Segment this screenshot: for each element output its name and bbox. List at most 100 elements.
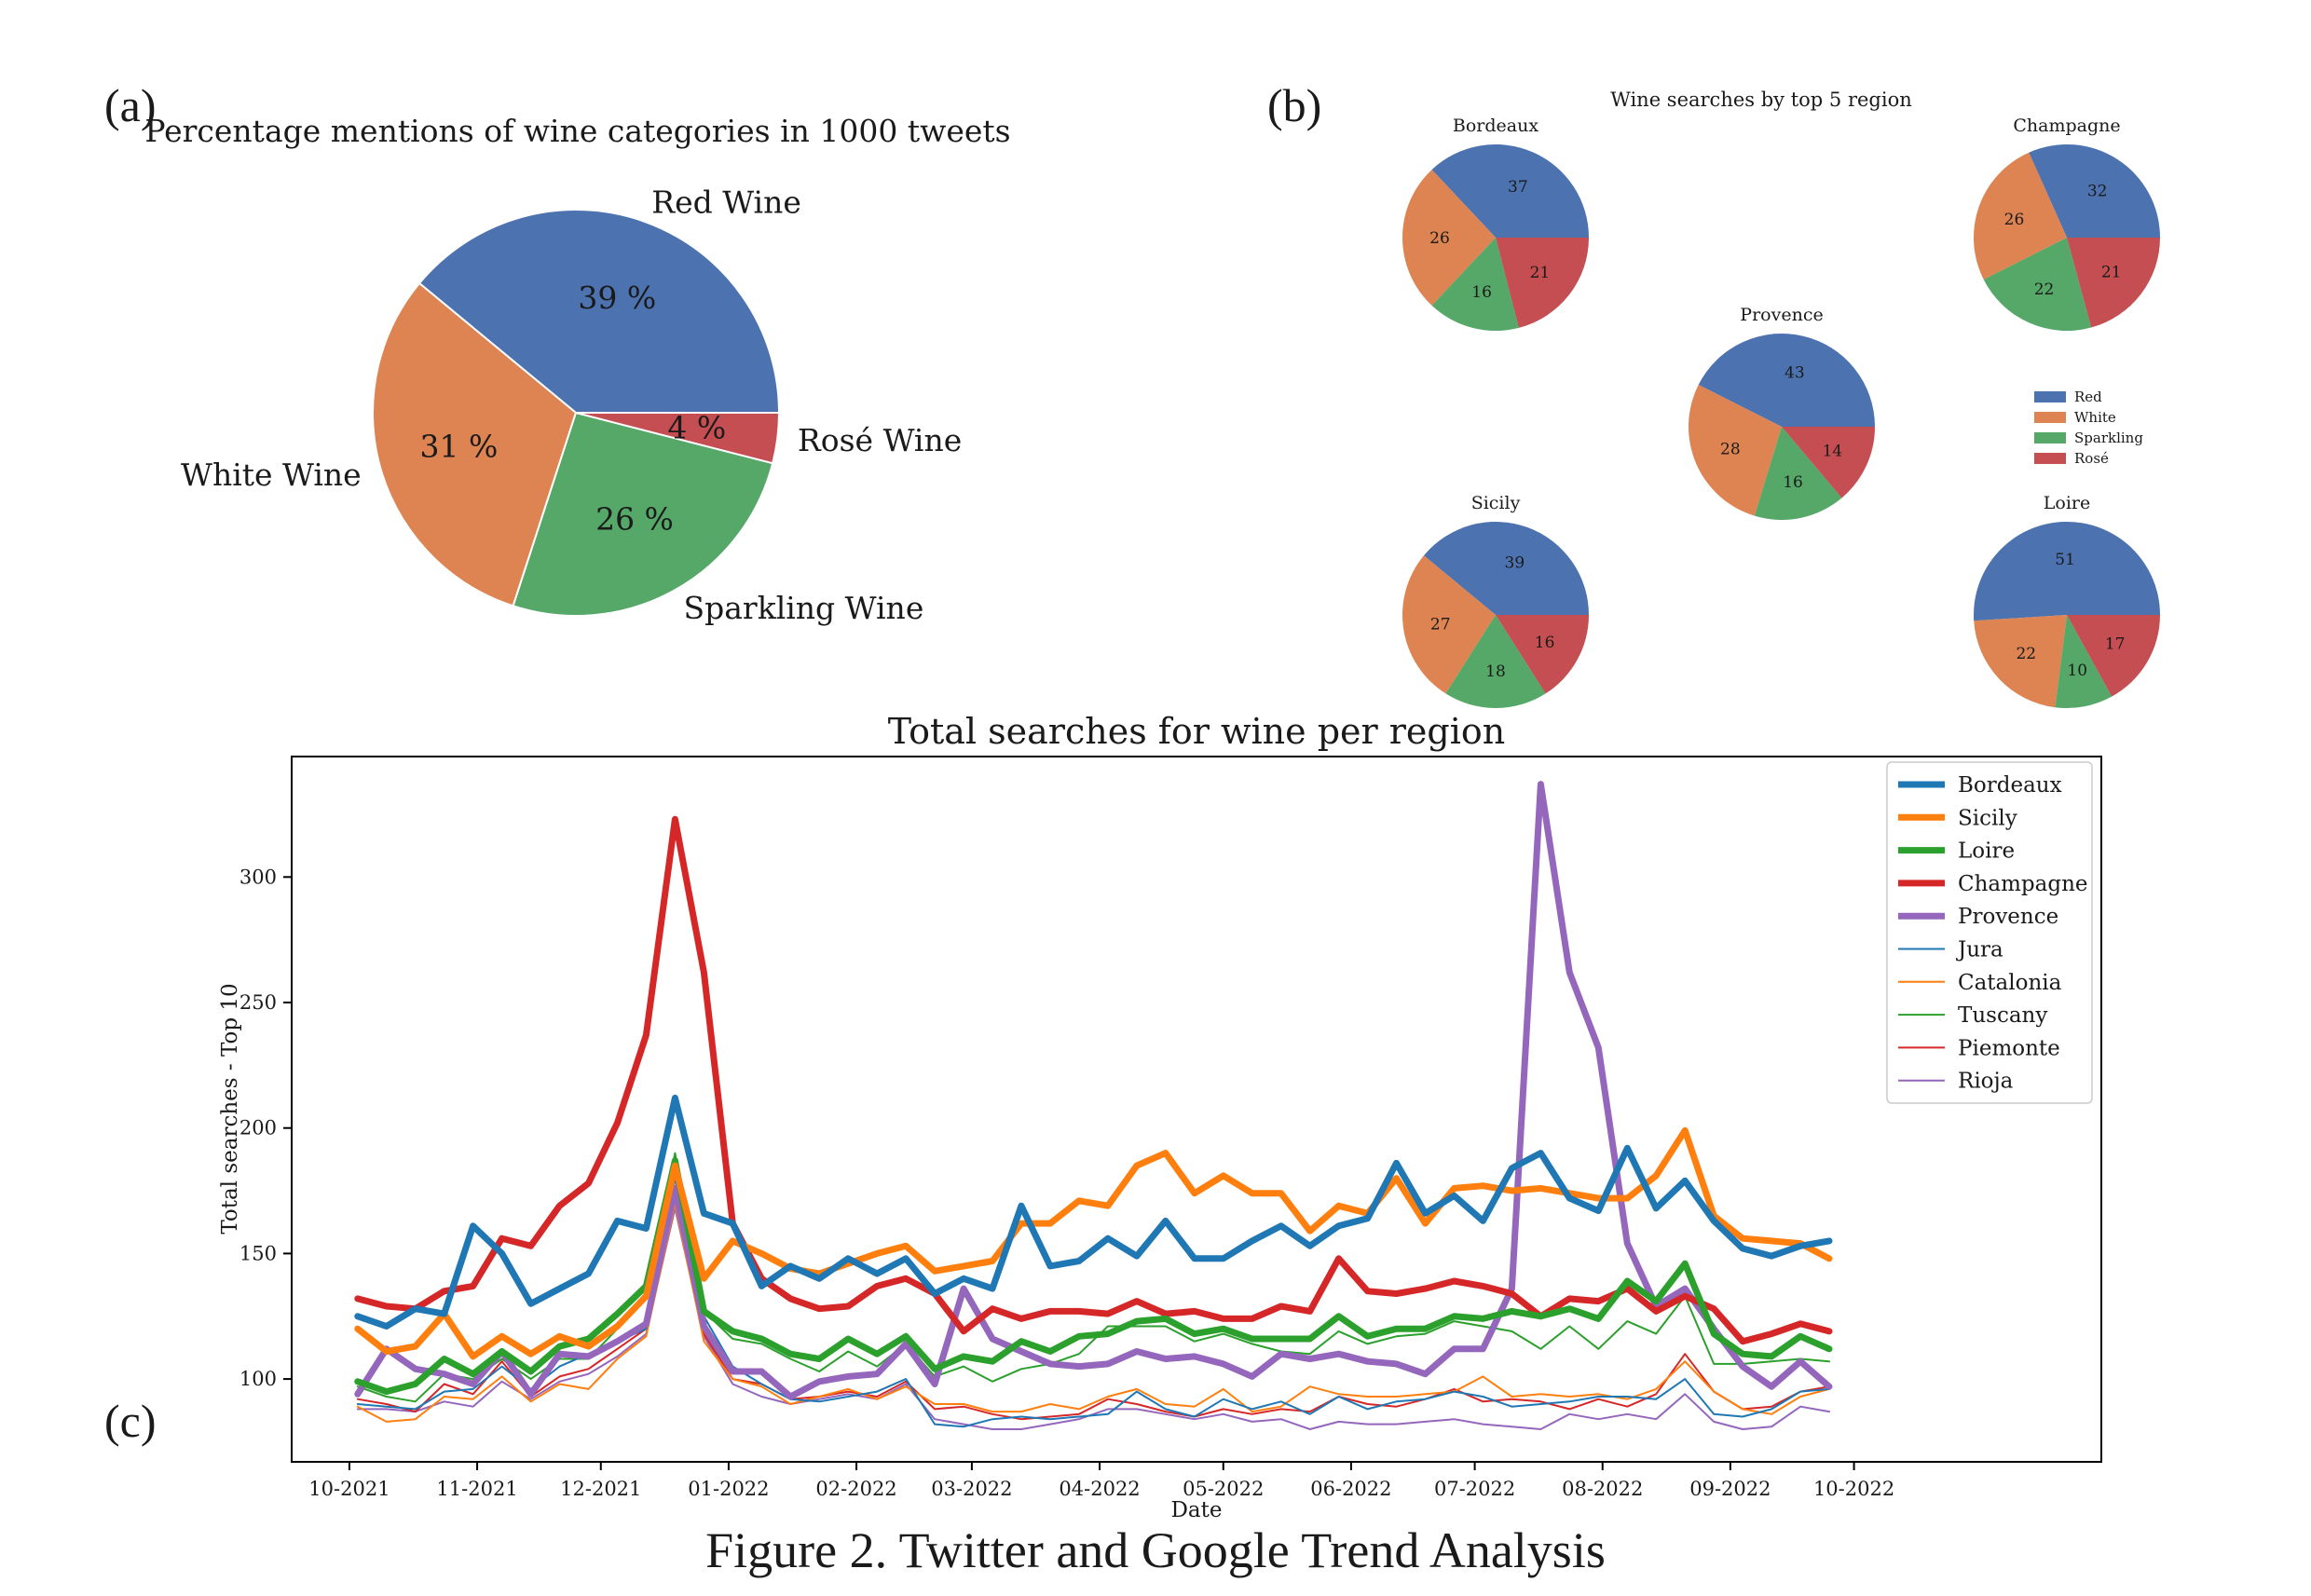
x-tick-label: 11-2021 — [436, 1478, 517, 1500]
figure-caption: Figure 2. Twitter and Google Trend Analy… — [705, 1522, 1606, 1578]
pie-b-slice — [1698, 334, 1875, 427]
pie-b-value-label: 21 — [2101, 263, 2122, 281]
pie-b-title: Provence — [1740, 305, 1823, 325]
panel-c-line-chart: Total searches for wine per region 10-20… — [218, 711, 2102, 1522]
series-line-rioja — [356, 1207, 1830, 1430]
pie-b-value-label: 16 — [1471, 283, 1492, 302]
pie-b-bordeaux: Bordeaux 37 26 16 21 — [1402, 116, 1589, 331]
y-tick-label: 300 — [239, 866, 277, 888]
series-line-catalonia — [356, 1202, 1830, 1423]
pie-b-value-label: 14 — [1823, 442, 1843, 460]
pie-a-category-label: Sparkling Wine — [684, 590, 924, 626]
pie-b-provence: Provence 43 28 16 14 — [1689, 305, 1875, 520]
pie-a-pct-label: 4 % — [667, 409, 726, 445]
legend-b-swatch — [2034, 432, 2066, 443]
pie-b-slice — [1402, 555, 1496, 694]
pie-b-value-label: 39 — [1505, 554, 1525, 573]
pie-a-category-label: Rosé Wine — [798, 422, 962, 458]
pie-b-slice — [1431, 144, 1589, 238]
y-tick-label: 150 — [239, 1242, 277, 1264]
pie-a-pct-label: 31 % — [419, 428, 498, 464]
legend-c-label: Piemonte — [1958, 1036, 2060, 1060]
legend-b-label: Red — [2074, 389, 2102, 405]
panel-c-plot-frame — [291, 756, 2102, 1463]
x-tick-label: 05-2022 — [1183, 1478, 1264, 1500]
pie-b-slice — [1754, 427, 1842, 520]
pie-b-slice — [1402, 170, 1496, 306]
pie-b-title: Sicily — [1471, 493, 1521, 513]
series-line-bordeaux — [354, 1094, 1833, 1330]
pie-b-value-label: 17 — [2105, 635, 2126, 654]
panel-b-label: (b) — [1267, 79, 1321, 131]
pie-b-title: Loire — [2044, 493, 2090, 513]
pie-a-category-label: White Wine — [181, 457, 362, 493]
x-tick-label: 02-2022 — [815, 1478, 896, 1500]
y-tick-label: 100 — [239, 1368, 277, 1390]
panel-a-slices: 39 % Red Wine 31 % White Wine 26 % Sparkling … — [181, 184, 962, 626]
pie-a-slice-2 — [512, 411, 774, 617]
pie-b-value-label: 32 — [2087, 183, 2108, 201]
pie-b-sicily: Sicily 39 27 18 16 — [1402, 493, 1589, 708]
pie-b-value-label: 16 — [1535, 634, 1555, 652]
panel-c-axes: 10-2021 11-2021 12-2021 01-2022 02-2022 03-20… — [239, 866, 1894, 1500]
panel-c-xlabel: Date — [1170, 1498, 1222, 1522]
pie-b-value-label: 37 — [1508, 178, 1528, 197]
panel-a-pie-chart: Percentage mentions of wine categories i… — [144, 113, 1010, 626]
legend-c-label: Rioja — [1958, 1070, 2014, 1094]
legend-c-label: Tuscany — [1958, 1003, 2047, 1028]
legend-c-label: Jura — [1956, 938, 2003, 962]
pie-b-value-label: 26 — [2004, 211, 2025, 229]
pie-a-slice-3 — [575, 412, 781, 465]
pie-b-slice — [1431, 238, 1519, 331]
pie-b-slice — [1445, 615, 1546, 708]
legend-b-label: Sparkling — [2074, 430, 2143, 446]
pie-b-slice — [1689, 385, 1782, 516]
pie-b-slice — [1974, 615, 2067, 708]
x-tick-label: 03-2022 — [931, 1478, 1012, 1500]
series-line-loire — [354, 1157, 1833, 1396]
x-tick-label: 09-2022 — [1689, 1478, 1771, 1500]
pie-b-value-label: 51 — [2055, 551, 2075, 569]
pie-b-slice — [1782, 427, 1875, 498]
panel-c-label: (c) — [104, 1395, 157, 1447]
pie-b-slice — [1974, 522, 2160, 621]
pie-b-slice — [2067, 615, 2160, 697]
x-tick-label: 10-2021 — [308, 1478, 390, 1500]
pie-b-value-label: 18 — [1485, 662, 1506, 681]
legend-c-label: Champagne — [1958, 872, 2088, 896]
pie-a-slice-1 — [372, 281, 578, 607]
pie-b-title: Bordeaux — [1453, 116, 1538, 136]
x-tick-label: 06-2022 — [1310, 1478, 1391, 1500]
pie-b-value-label: 22 — [2034, 280, 2055, 299]
y-tick-label: 250 — [239, 991, 277, 1014]
series-line-sicily — [354, 1126, 1833, 1360]
pie-b-value-label: 10 — [2067, 662, 2087, 680]
pie-b-slice — [1974, 152, 2067, 280]
pie-b-slice — [1496, 615, 1589, 694]
series-line-champagne — [354, 815, 1833, 1345]
legend-c-label: Sicily — [1958, 806, 2017, 830]
pie-b-champagne: Champagne 32 26 22 21 — [1974, 116, 2160, 331]
legend-c-label: Loire — [1958, 839, 2015, 864]
x-tick-label: 04-2022 — [1059, 1478, 1140, 1500]
pie-b-value-label: 43 — [1785, 364, 1805, 383]
panel-c-legend: Bordeaux Sicily Loire Champagne Provence Jura… — [1886, 761, 2093, 1104]
panel-b-title: Wine searches by top 5 region — [1610, 89, 1912, 111]
pie-b-slice — [1496, 238, 1589, 328]
pie-b-value-label: 27 — [1430, 615, 1451, 634]
panel-b-region-pies: Wine searches by top 5 region Bordeaux 37… — [1402, 89, 2160, 708]
x-tick-label: 07-2022 — [1434, 1478, 1515, 1500]
pie-b-value-label: 22 — [2016, 645, 2036, 663]
legend-c-label: Provence — [1958, 905, 2058, 929]
panel-c-title: Total searches for wine per region — [888, 711, 1506, 752]
pie-a-slice-0 — [417, 209, 781, 414]
x-tick-label: 10-2022 — [1813, 1478, 1894, 1500]
legend-b-swatch — [2034, 453, 2066, 464]
panel-b-legend: Red White Sparkling Rosé — [2034, 389, 2143, 467]
legend-b-swatch — [2034, 391, 2066, 402]
pie-b-slice — [2067, 238, 2160, 328]
panel-a-title: Percentage mentions of wine categories i… — [144, 113, 1010, 149]
pie-a-category-label: Red Wine — [651, 184, 801, 220]
legend-b-label: White — [2074, 409, 2116, 426]
